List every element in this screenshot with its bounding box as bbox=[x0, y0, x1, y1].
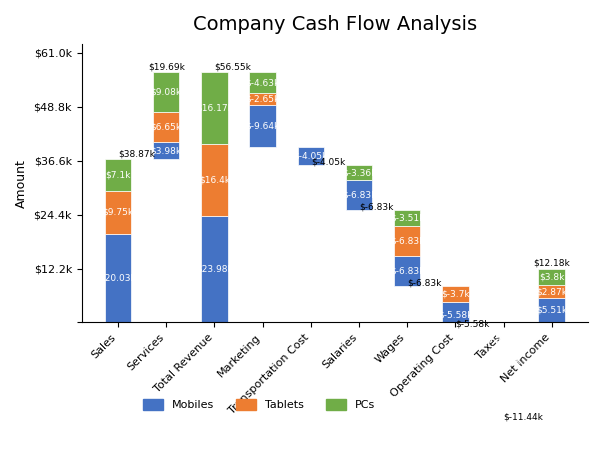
Bar bbox=[153, 142, 180, 159]
Bar bbox=[250, 93, 276, 105]
Text: $9.75k: $9.75k bbox=[103, 208, 134, 217]
Text: $2.87k: $2.87k bbox=[536, 287, 567, 296]
Legend: Mobiles, Tablets, PCs: Mobiles, Tablets, PCs bbox=[138, 394, 380, 414]
Text: $6.65k: $6.65k bbox=[151, 123, 182, 132]
Bar bbox=[346, 180, 372, 210]
Bar bbox=[201, 73, 228, 144]
Text: $-6.83k: $-6.83k bbox=[390, 266, 425, 276]
Text: $-9.64k: $-9.64k bbox=[245, 121, 280, 130]
Text: $-4.05k: $-4.05k bbox=[311, 158, 345, 166]
Bar bbox=[250, 105, 276, 147]
Bar bbox=[490, 370, 517, 420]
Bar bbox=[297, 147, 324, 165]
Text: $-5.58k: $-5.58k bbox=[455, 319, 490, 328]
Bar bbox=[201, 216, 228, 322]
Bar bbox=[201, 144, 228, 216]
Title: Company Cash Flow Analysis: Company Cash Flow Analysis bbox=[193, 15, 477, 34]
Text: $-11.44k: $-11.44k bbox=[504, 413, 543, 422]
Text: $-6.83k: $-6.83k bbox=[342, 191, 376, 199]
Bar bbox=[394, 226, 420, 256]
Bar bbox=[250, 73, 276, 93]
Text: $20.03k: $20.03k bbox=[99, 274, 136, 283]
Bar bbox=[394, 256, 420, 286]
Bar bbox=[105, 234, 131, 322]
Bar bbox=[105, 159, 131, 191]
Text: $23.98k: $23.98k bbox=[196, 265, 233, 274]
Text: $12.18k: $12.18k bbox=[534, 259, 570, 268]
Bar bbox=[490, 351, 517, 370]
Bar bbox=[442, 286, 469, 302]
Text: $56.55k: $56.55k bbox=[215, 62, 251, 72]
Bar bbox=[153, 72, 180, 113]
Bar bbox=[153, 113, 180, 142]
Text: $16.17k: $16.17k bbox=[196, 104, 233, 113]
Bar bbox=[442, 302, 469, 327]
Text: $-2.65k: $-2.65k bbox=[245, 94, 280, 103]
Text: $-3.36k: $-3.36k bbox=[342, 168, 376, 177]
Text: $16.4k: $16.4k bbox=[199, 176, 230, 185]
Text: $-4.18k: $-4.18k bbox=[487, 356, 520, 365]
Text: $-5.58k: $-5.58k bbox=[438, 310, 473, 319]
Text: $19.69k: $19.69k bbox=[148, 62, 185, 71]
Text: $5.51k: $5.51k bbox=[536, 306, 567, 315]
Bar bbox=[538, 269, 565, 286]
Bar bbox=[490, 327, 517, 351]
Text: $-11.44k: $-11.44k bbox=[484, 391, 523, 399]
Text: $7.1k: $7.1k bbox=[106, 171, 131, 179]
Bar bbox=[346, 165, 372, 180]
Y-axis label: Amount: Amount bbox=[15, 159, 28, 207]
Bar bbox=[394, 210, 420, 226]
Text: $3.8k: $3.8k bbox=[539, 272, 564, 281]
Text: $-5.46k: $-5.46k bbox=[487, 335, 520, 344]
Text: $-6.83k: $-6.83k bbox=[407, 279, 441, 287]
Bar bbox=[538, 286, 565, 298]
Text: $9.08k: $9.08k bbox=[151, 88, 182, 97]
Text: $-6.83k: $-6.83k bbox=[390, 236, 425, 246]
Text: $-3.7k: $-3.7k bbox=[441, 290, 470, 299]
Text: $-4.05k: $-4.05k bbox=[294, 152, 328, 161]
Text: $38.87k: $38.87k bbox=[118, 150, 155, 159]
Text: $3.98k: $3.98k bbox=[151, 146, 182, 155]
Bar bbox=[538, 298, 565, 322]
Bar bbox=[105, 191, 131, 234]
Text: $-6.83k: $-6.83k bbox=[359, 203, 393, 212]
Text: $-3.51k: $-3.51k bbox=[390, 213, 425, 222]
Text: $-4.63k: $-4.63k bbox=[245, 78, 280, 87]
